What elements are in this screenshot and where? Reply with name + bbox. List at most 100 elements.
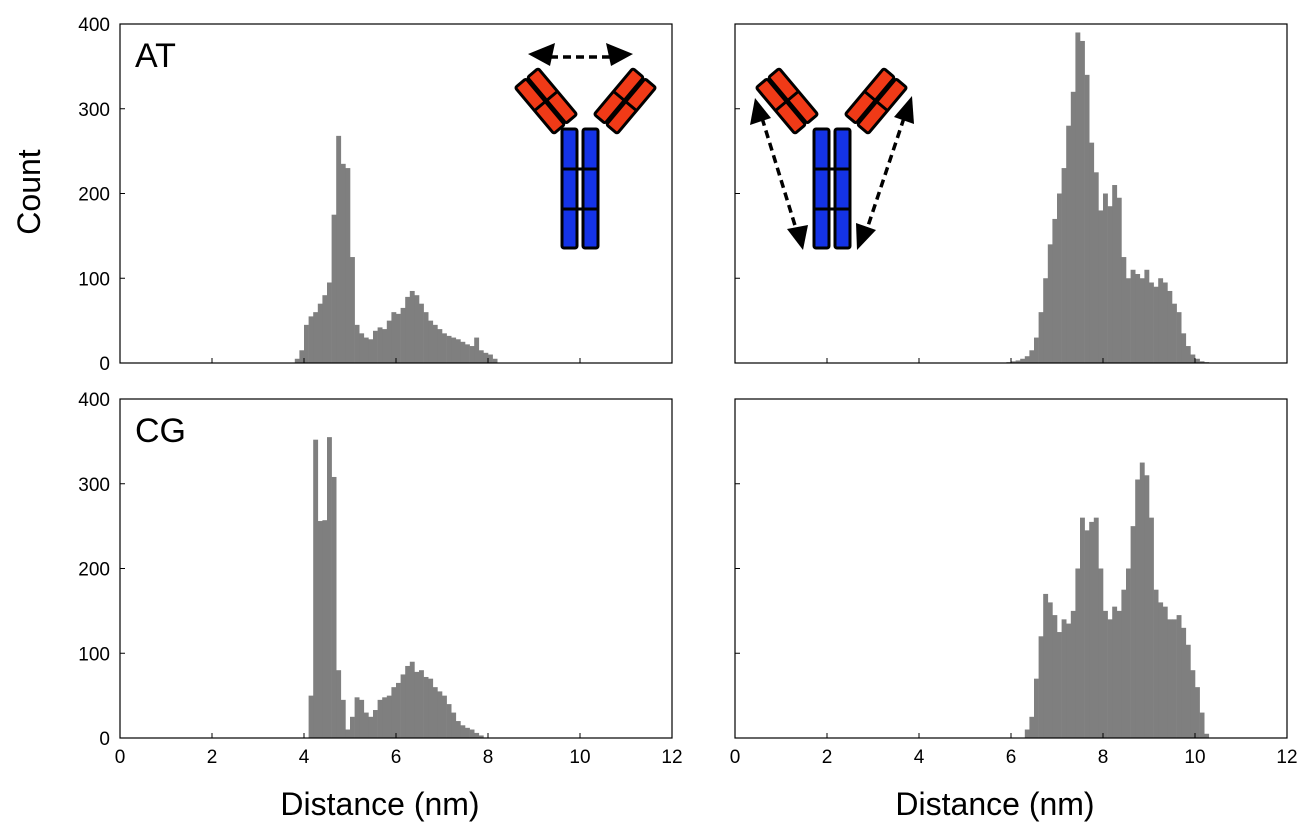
histogram-bar [1158,278,1164,363]
histogram-bar [1070,91,1076,364]
histogram-bar [1107,619,1113,738]
histogram-bar [1112,606,1118,738]
fab-arm-right [844,67,908,135]
histogram-bar [382,697,388,738]
histogram-bar [336,135,342,363]
arrow-right-icon [856,96,914,250]
histogram-bar [1176,312,1182,363]
histogram-bar [1029,716,1035,738]
histogram-bar [451,337,457,363]
histogram-bar [1052,615,1058,738]
histogram-bar [1103,193,1108,363]
histogram-bar [460,341,466,363]
histogram-bar [363,712,369,738]
fc-stem [812,127,852,250]
histogram-bar [322,520,328,738]
histogram-bar [1043,593,1049,738]
histogram-bar [437,329,443,363]
histogram-bar [451,712,457,738]
histogram-bar [455,721,461,738]
histogram-bar [1080,517,1085,738]
histogram-bar [442,333,447,363]
histogram-bar [331,476,337,738]
histogram-bar [1057,632,1062,738]
histogram-bar [469,346,475,363]
panel-label: CG [135,412,186,450]
histogram-bar [1075,32,1081,363]
histogram-bar [1153,589,1159,738]
fab-arm-left [755,67,819,135]
histogram-bar [327,282,332,363]
histogram-bar [345,729,351,738]
histogram-bar [1034,337,1039,363]
histogram-bar [1185,644,1191,738]
histogram-bar [1011,361,1016,363]
histogram-bar [1024,729,1030,738]
y-tick-label: 300 [78,100,110,121]
histogram-bar [428,320,434,364]
x-tick-label: 4 [299,747,310,768]
histogram-bar [483,352,489,363]
fab-arm-right [593,67,657,135]
histogram-bar [377,327,383,363]
histogram-bar [377,699,383,738]
histogram-bar [1107,206,1113,363]
histogram-bar [1034,678,1039,738]
histogram-bar [1116,610,1122,739]
histogram-bar [1066,623,1072,738]
histogram-bar [386,695,392,739]
y-tick-label: 400 [78,390,110,411]
histogram-bar [1204,733,1210,738]
histogram-bar [317,521,323,738]
histogram-bar [345,168,351,363]
histogram-bar [1130,526,1136,739]
histogram-bar [478,350,484,363]
histogram-bar [1162,282,1168,363]
histogram-panel-bottom-left: 0 100 200 300 400 0 2 4 6 8 10 12 CG [78,390,682,768]
y-tick-label: 200 [78,185,110,206]
x-tick-label: 6 [391,747,402,768]
y-tick-label: 400 [78,15,110,36]
histogram-bar [1061,168,1067,363]
histogram-bar [419,303,424,363]
histogram-bar [474,732,480,738]
histogram-bar [294,358,300,363]
histogram-panel-top-right [734,23,1288,364]
histogram-bar [1084,530,1090,738]
histogram-panel-bottom-right: 0 2 4 6 8 10 12 [730,398,1298,768]
x-axis-title-right: Distance (nm) [895,786,1094,822]
antibody-schematic-icon-2 [750,67,914,250]
histogram-bar [363,337,369,363]
antibody-schematic-icon-1 [514,43,657,250]
histogram-bar [442,695,447,739]
histogram-bar [396,313,401,363]
histogram-bar [340,699,346,738]
histogram-bar [1038,636,1044,738]
histogram-bar [1075,568,1081,738]
histogram-bar [1199,361,1205,363]
histogram-bar [465,727,470,738]
histogram-bar [414,671,420,738]
histogram-bar [1061,619,1067,738]
histogram-bar [1038,312,1044,363]
x-tick-label: 12 [1276,747,1297,768]
histogram-bar [1139,462,1145,738]
x-tick-label: 0 [115,747,126,768]
histogram-bar [1043,278,1049,363]
histogram-bar [488,354,493,363]
y-tick-label: 0 [99,729,110,750]
histogram-bar [382,329,388,363]
x-tick-label: 6 [1006,747,1017,768]
histogram-bar [1057,193,1062,363]
histogram-bar [1047,602,1053,738]
histogram-bar [1135,274,1141,363]
x-tick-label: 4 [914,747,925,768]
histogram-bar [1144,269,1150,363]
x-tick-label: 0 [730,747,741,768]
panel-label: AT [135,37,176,75]
histogram-bar [423,676,429,738]
histogram-bar [1135,479,1141,738]
histogram-bar [460,725,466,738]
